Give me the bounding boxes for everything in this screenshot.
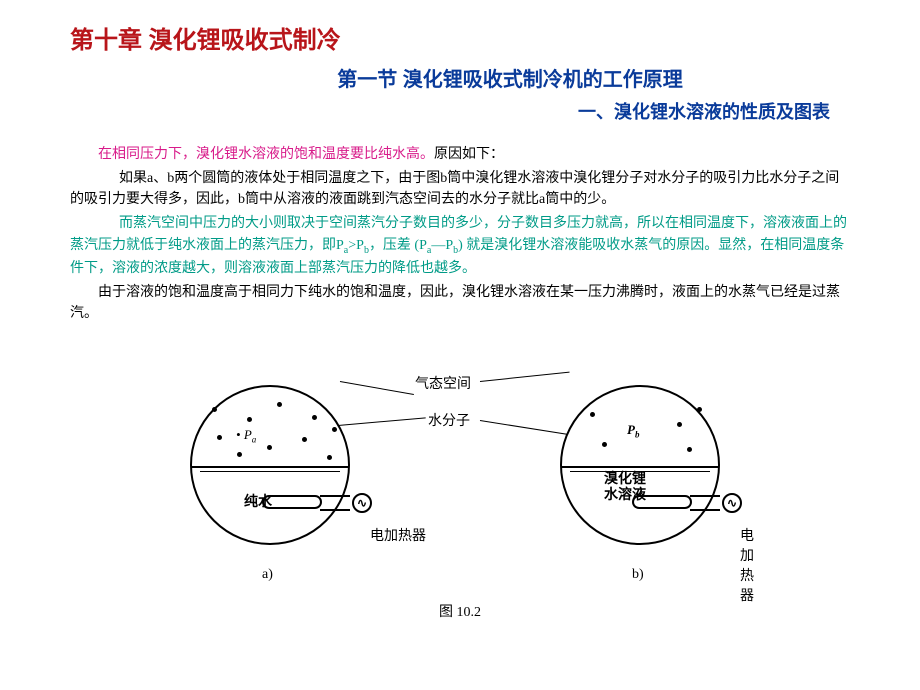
p3-b: >P bbox=[348, 238, 364, 253]
paragraph-1: 在相同压力下，溴化锂水溶液的饱和温度要比纯水高。原因如下： bbox=[70, 144, 850, 166]
p3-c: ，压差 (P bbox=[369, 238, 427, 253]
wave-a bbox=[200, 471, 340, 477]
heater-lead bbox=[690, 509, 720, 511]
dot bbox=[677, 422, 682, 427]
dot bbox=[602, 442, 607, 447]
dot bbox=[687, 447, 692, 452]
dot bbox=[212, 407, 217, 412]
pb-p: P bbox=[627, 422, 635, 437]
sublabel-a: a) bbox=[262, 567, 273, 583]
heater-coil-icon bbox=[632, 495, 692, 509]
subsection-title: 一、溴化锂水溶液的性质及图表 bbox=[70, 98, 850, 124]
heater-coil-icon bbox=[262, 495, 322, 509]
dot bbox=[697, 407, 702, 412]
chapter-title: 第十章 溴化锂吸收式制冷 bbox=[70, 20, 850, 55]
cylinder-a: • Pa 纯水 ∿ bbox=[190, 385, 350, 545]
dot bbox=[267, 445, 272, 450]
heater-lead bbox=[690, 495, 720, 497]
para1-lead: 在相同压力下，溴化锂水溶液的饱和温度要比纯水高。 bbox=[98, 147, 434, 162]
figure-10-2: 气态空间 水分子 • Pa 纯水 ∿ bbox=[180, 365, 740, 595]
section-title: 第一节 溴化锂吸收式制冷机的工作原理 bbox=[170, 63, 850, 92]
ac-plug-icon: ∿ bbox=[722, 493, 742, 513]
p3-d: —P bbox=[431, 238, 453, 253]
libr-l1: 溴化锂 bbox=[604, 472, 646, 487]
dot bbox=[237, 452, 242, 457]
para1-tail: 原因如下： bbox=[434, 147, 504, 162]
paragraph-3: 而蒸汽空间中压力的大小则取决于空间蒸汽分子数目的多少，分子数目多压力就高，所以在… bbox=[70, 213, 850, 280]
figure-caption: 图 10.2 bbox=[70, 601, 850, 621]
dot bbox=[277, 402, 282, 407]
heater-lead bbox=[320, 495, 350, 497]
pointer-line-1a bbox=[340, 381, 414, 395]
waterline-b bbox=[562, 466, 718, 468]
ac-plug-icon: ∿ bbox=[352, 493, 372, 513]
pa-sub: a bbox=[252, 435, 257, 445]
pointer-line-2a bbox=[338, 417, 426, 426]
gas-space-label: 气态空间 bbox=[415, 373, 471, 393]
sublabel-b: b) bbox=[632, 567, 644, 583]
heater-lead bbox=[320, 509, 350, 511]
heater-a: ∿ bbox=[262, 491, 372, 513]
dot bbox=[332, 427, 337, 432]
pb-sub: b bbox=[635, 430, 640, 440]
dot bbox=[247, 417, 252, 422]
heater-label-b: 电加热器 bbox=[740, 525, 754, 605]
dot bbox=[590, 412, 595, 417]
pb-label: Pb bbox=[627, 422, 639, 440]
dot bbox=[302, 437, 307, 442]
paragraph-4: 由于溶液的饱和温度高于相同力下纯水的饱和温度，因此，溴化锂水溶液在某一压力沸腾时… bbox=[70, 282, 850, 325]
dot bbox=[217, 435, 222, 440]
paragraph-2: 如果a、b两个圆筒的液体处于相同温度之下，由于图b筒中溴化锂水溶液中溴化锂分子对… bbox=[70, 168, 850, 211]
pa-p: P bbox=[244, 427, 252, 442]
water-molecule-label: 水分子 bbox=[428, 410, 470, 430]
pa-label: • Pa bbox=[236, 427, 256, 445]
dot bbox=[312, 415, 317, 420]
cylinder-b: Pb 溴化锂 水溶液 ∿ bbox=[560, 385, 720, 545]
pointer-line-2b bbox=[480, 420, 579, 437]
waterline-a bbox=[192, 466, 348, 468]
dot bbox=[327, 455, 332, 460]
diagram-container: 气态空间 水分子 • Pa 纯水 ∿ bbox=[70, 365, 850, 595]
pointer-line-1b bbox=[480, 372, 570, 382]
heater-label-a: 电加热器 bbox=[370, 525, 426, 545]
heater-b: ∿ bbox=[632, 491, 742, 513]
